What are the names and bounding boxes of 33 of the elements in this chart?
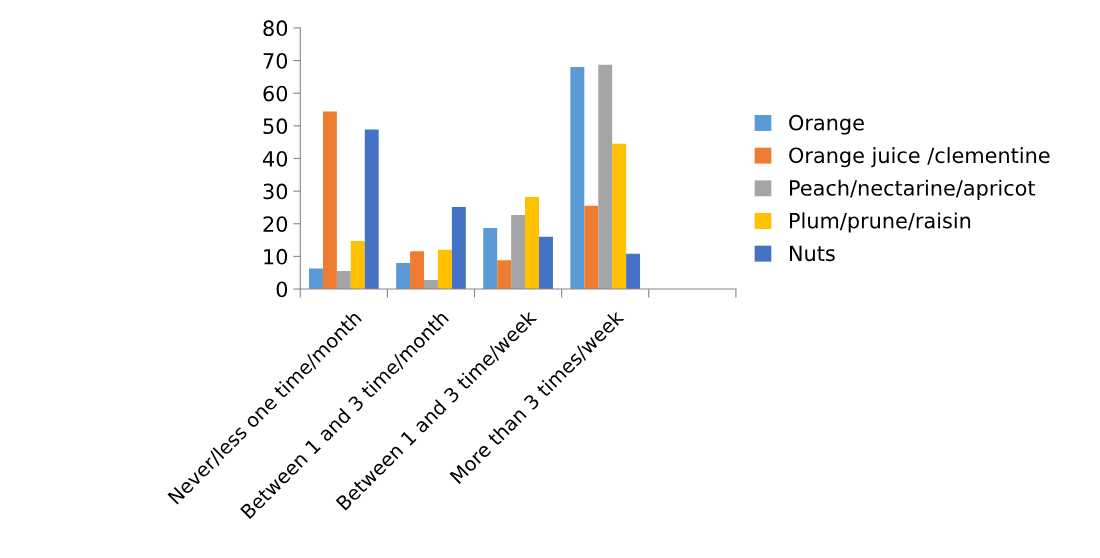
bar <box>570 67 585 290</box>
legend-label: Nuts <box>790 245 835 262</box>
y-tick-label: 40 <box>263 150 288 167</box>
bar <box>626 253 641 290</box>
y-tick-label: 70 <box>263 53 288 69</box>
bar <box>584 205 599 290</box>
y-tick-label: 30 <box>263 183 288 200</box>
bar <box>322 111 337 290</box>
legend-label: Peach/nectarine/apricot <box>790 179 1036 200</box>
bar <box>364 129 379 290</box>
bar <box>396 262 411 290</box>
bar <box>309 268 323 290</box>
y-tick-label: 10 <box>264 248 288 265</box>
bar <box>511 214 526 290</box>
legend-label: Orange <box>789 114 864 135</box>
bar <box>483 228 498 290</box>
y-tick-label: 60 <box>263 85 288 102</box>
y-tick-label: 0 <box>276 281 288 298</box>
bar <box>525 196 540 290</box>
bar <box>336 271 351 290</box>
bar <box>612 143 627 290</box>
bar <box>539 236 553 290</box>
bar <box>497 260 512 290</box>
bar <box>451 207 466 290</box>
bar <box>437 249 452 290</box>
y-tick-label: 50 <box>263 118 288 135</box>
y-tick-label: 20 <box>263 216 288 232</box>
legend-label: Orange juice /clementine <box>789 147 1050 168</box>
legend-label: Plum/prune/raisin <box>790 212 971 233</box>
y-tick-label: 80 <box>263 20 288 37</box>
bar <box>598 64 613 290</box>
bar <box>350 241 365 290</box>
bar <box>410 251 425 290</box>
